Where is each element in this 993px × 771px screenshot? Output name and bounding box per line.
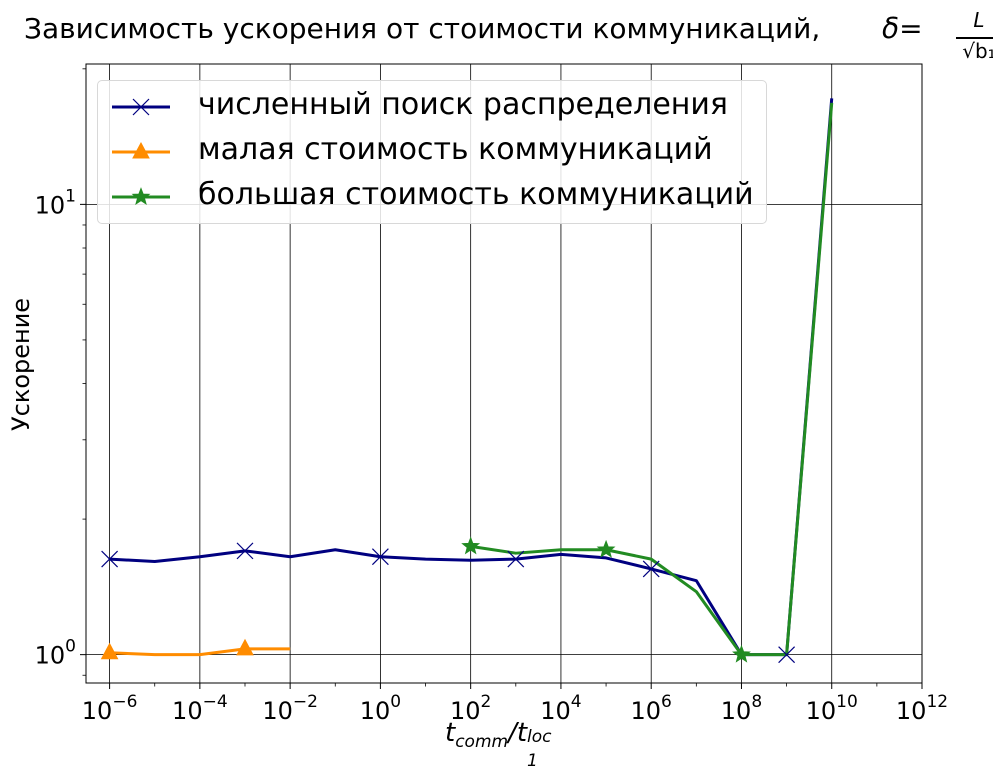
y-tick-label-exp: 1 [65,186,76,206]
x-tick-label-base: 10 [806,697,837,725]
data-point-0 [507,550,525,568]
chart-title: Зависимость ускорения от стоимости комму… [24,8,993,63]
x-tick-label-exp: 2 [481,692,492,712]
legend-swatch-marker [132,141,150,159]
x-axis-label-sub2: 1 [527,751,538,771]
x-tick-label-base: 10 [721,697,752,725]
x-tick-label: 10−2 [262,692,318,725]
series-line-2 [470,102,834,657]
x-tick-label-base: 10 [631,697,662,725]
legend-swatch-marker [132,98,150,116]
x-axis-label-sub: comm [455,732,509,753]
x-tick-label-base: 10 [82,697,113,725]
data-point-0 [642,560,660,578]
x-tick-label-base: 10 [540,697,571,725]
y-tick-label-base: 10 [35,642,66,670]
x-tick-label: 100 [360,692,401,725]
plot-frame [85,63,923,684]
series-line-0 [109,98,834,657]
data-point-2 [732,644,751,663]
x-tick-label: 1012 [896,692,948,725]
y-tick-label: 101 [35,186,76,219]
legend-swatch-large-cost [112,187,170,206]
series-lines [109,98,834,657]
x-tick-label-exp: 6 [661,692,672,712]
legend-swatch-marker-group [132,98,150,116]
chart-title-math: δ= [882,12,923,45]
x-tick-label-base: 10 [450,697,481,725]
title-equals: = [899,12,923,45]
x-tick-label: 10−6 [82,692,138,725]
data-point-0 [371,548,389,566]
y-axis-label: Ускорение [7,297,35,431]
legend-swatch-small-cost [112,141,170,159]
x-tick-label-exp: 8 [751,692,762,712]
data-point-2 [461,536,481,555]
series-line-1 [109,647,291,657]
data-point-2 [596,539,616,558]
axis-ticks: 10−6 10−4 10−2 100 102 104 106 108 1010 101210010… [35,68,948,725]
y-tick-label-base: 10 [35,191,66,219]
legend-swatch-marker-group [132,141,150,159]
x-tick-label: 104 [540,692,581,725]
data-point-0 [101,550,119,568]
x-tick-label-exp: −2 [293,692,318,712]
x-tick-label-base: 10 [172,697,203,725]
data-point-1 [100,642,119,660]
x-tick-label-base: 10 [360,697,391,725]
title-fraction-denominator: √b₁ [962,39,993,63]
x-tick-label: 1010 [806,692,858,725]
legend-item-large-cost: большая стоимость коммуникаций [98,175,758,219]
title-fraction-bar [956,37,993,39]
x-tick-label-base: 10 [262,697,293,725]
x-axis-label: tcomm/t loc 1 [445,718,552,771]
x-tick-label-exp: 12 [926,692,948,712]
x-axis-label-sup2: loc [527,727,552,747]
series-markers [100,536,796,664]
x-tick-label-exp: 0 [390,692,401,712]
y-tick-label-exp: 0 [65,637,76,657]
y-tick-label: 100 [35,637,76,670]
chart-title-text: Зависимость ускорения от стоимости комму… [24,12,821,45]
x-tick-label-exp: −4 [203,692,228,712]
legend-label-small-cost: малая стоимость коммуникаций [198,132,713,167]
data-point-0 [778,646,796,664]
legend-swatch-marker-group [131,187,151,206]
x-tick-label: 10−4 [172,692,228,725]
data-point-1 [236,638,254,656]
x-tick-label-exp: 4 [571,692,582,712]
x-tick-label-exp: −6 [112,692,137,712]
x-tick-label: 108 [721,692,762,725]
legend-swatch-numeric [112,98,170,116]
legend-label-numeric: численный поиск распределения [198,87,728,122]
title-delta-symbol: δ [882,12,900,45]
legend-item-numeric: численный поиск распределения [98,85,758,129]
data-point-0 [236,542,254,560]
x-tick-label-exp: 10 [836,692,858,712]
legend: численный поиск распределения малая стои… [97,80,767,224]
x-tick-label-base: 10 [896,697,927,725]
title-fraction-numerator: L [973,8,985,32]
legend-label-large-cost: большая стоимость коммуникаций [198,177,754,212]
x-tick-label: 102 [450,692,491,725]
x-axis-label-sep: /t [508,718,528,748]
x-axis-label-base: t [445,718,456,748]
legend-item-small-cost: малая стоимость коммуникаций [98,130,758,174]
legend-swatch-marker [131,187,151,206]
x-tick-label: 106 [631,692,672,725]
